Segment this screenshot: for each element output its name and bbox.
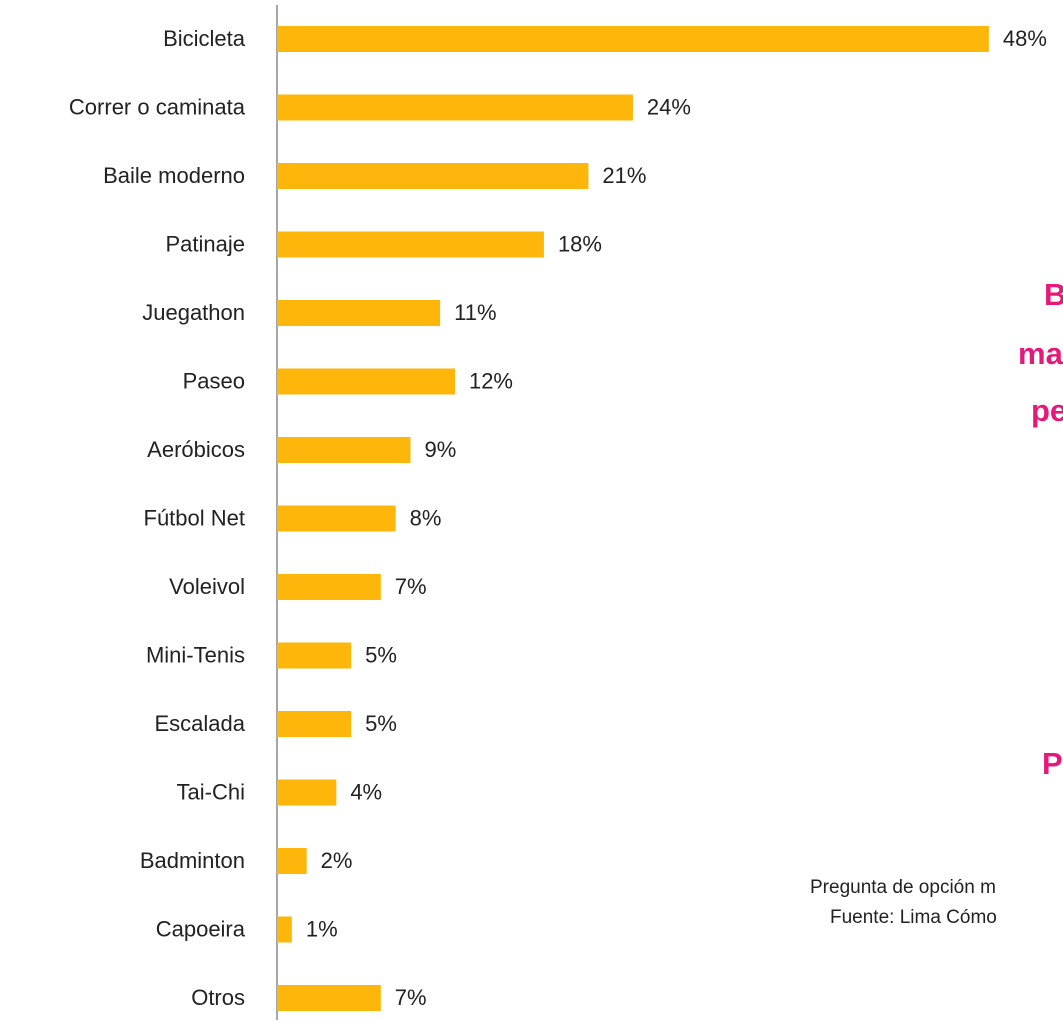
bar [277,985,381,1011]
bar [277,711,352,737]
category-label: Tai-Chi [177,779,245,804]
value-label: 48% [1003,26,1047,51]
value-label: 7% [395,574,427,599]
value-label: 9% [424,437,456,462]
value-label: 4% [350,779,382,804]
bar [277,300,441,326]
category-label: Fútbol Net [144,505,246,530]
annotation: ma [1018,336,1063,371]
category-label: Escalada [154,711,245,736]
value-label: 5% [365,711,397,736]
note: Fuente: Lima Cómo [830,907,997,928]
category-label: Baile moderno [103,163,245,188]
value-label: 12% [469,368,513,393]
value-label: 2% [321,848,353,873]
value-label: 7% [395,985,427,1010]
value-label: 18% [558,231,602,256]
bar [277,779,337,806]
bar [277,916,292,943]
category-label: Correr o caminata [69,94,246,119]
category-label: Bicicleta [163,26,246,51]
value-label: 5% [365,642,397,667]
note: Pregunta de opción m [810,877,996,898]
category-label: Mini-Tenis [146,642,245,667]
bar [277,574,381,600]
category-label: Patinaje [165,231,245,256]
bar [277,94,633,121]
value-label: 21% [602,163,646,188]
bar [277,848,307,874]
annotation: pe [1031,393,1063,428]
category-label: Otros [191,985,245,1010]
bar [277,437,411,463]
annotation: B [1044,277,1063,312]
category-label: Capoeira [156,916,246,941]
category-label: Paseo [183,368,245,393]
bar [277,505,396,532]
category-label: Voleivol [169,574,245,599]
category-label: Aeróbicos [147,437,245,462]
value-label: 11% [454,300,496,325]
bar [277,26,989,52]
category-label: Badminton [140,848,245,873]
bar [277,163,589,189]
bar [277,231,544,258]
annotation: P [1042,746,1063,781]
bar [277,642,352,669]
value-label: 8% [410,505,442,530]
bar [277,368,455,395]
value-label: 24% [647,94,691,119]
category-label: Juegathon [142,300,245,325]
value-label: 1% [306,916,338,941]
